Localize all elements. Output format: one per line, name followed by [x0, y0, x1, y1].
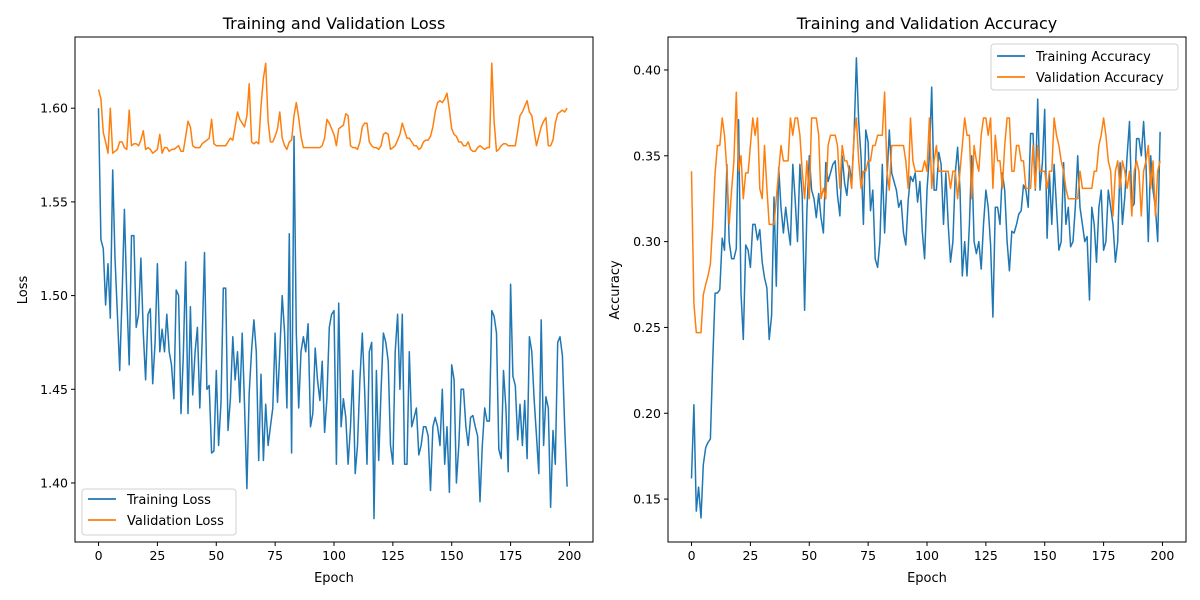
x-tick-label: 0 — [688, 548, 696, 563]
y-tick-label: 1.40 — [40, 475, 68, 490]
legend-label-validation-loss: Validation Loss — [127, 514, 224, 529]
x-tick-label: 100 — [322, 548, 346, 563]
y-tick-label: 1.55 — [40, 194, 68, 209]
x-tick-label: 25 — [149, 548, 165, 563]
series-line-training-loss — [97, 108, 568, 520]
y-tick-label: 0.40 — [633, 62, 661, 77]
accuracy-chart-ylabel: Accuracy — [608, 260, 623, 320]
loss-chart: Training and Validation Loss Epoch Loss … — [16, 14, 594, 586]
y-tick-label: 1.50 — [40, 288, 68, 303]
legend-label-training-accuracy: Training Accuracy — [1035, 50, 1151, 65]
x-tick-label: 125 — [974, 548, 998, 563]
loss-chart-xlabel: Epoch — [314, 571, 354, 586]
x-tick-label: 175 — [499, 548, 523, 563]
series-line-validation-loss — [97, 62, 568, 154]
x-tick-label: 75 — [860, 548, 876, 563]
x-tick-label: 200 — [1151, 548, 1175, 563]
legend-label-training-loss: Training Loss — [126, 493, 211, 508]
x-tick-label: 200 — [558, 548, 582, 563]
legend-label-validation-accuracy: Validation Accuracy — [1036, 71, 1164, 86]
y-tick-label: 0.30 — [633, 234, 661, 249]
y-tick-label: 0.20 — [633, 406, 661, 421]
x-tick-label: 50 — [208, 548, 224, 563]
y-tick-label: 1.45 — [40, 382, 68, 397]
series-line-training-accuracy — [690, 57, 1161, 519]
accuracy-chart-title: Training and Validation Accuracy — [796, 14, 1058, 33]
accuracy-chart: Training and Validation Accuracy Epoch A… — [608, 14, 1187, 586]
x-tick-label: 175 — [1092, 548, 1116, 563]
loss-legend: Training Loss Validation Loss — [81, 488, 237, 536]
accuracy-plot-area: 0 25 50 75 100 125 150 175 200 0.15 0.20 0.25 0.30 0.… — [633, 36, 1187, 563]
accuracy-legend: Training Accuracy Validation Accuracy — [990, 43, 1179, 91]
x-tick-label: 125 — [381, 548, 405, 563]
x-tick-label: 50 — [801, 548, 817, 563]
x-tick-label: 0 — [95, 548, 103, 563]
accuracy-chart-xlabel: Epoch — [907, 571, 947, 586]
x-tick-label: 150 — [440, 548, 464, 563]
x-tick-label: 150 — [1033, 548, 1057, 563]
y-tick-label: 0.35 — [633, 148, 661, 163]
x-tick-label: 25 — [742, 548, 758, 563]
series-line-validation-accuracy — [690, 91, 1161, 334]
loss-chart-ylabel: Loss — [16, 276, 31, 305]
loss-plot-area: 0 25 50 75 100 125 150 175 200 1.40 1.45 1.50 1.55 1.… — [40, 36, 594, 563]
y-tick-label: 0.15 — [633, 492, 661, 507]
y-tick-label: 0.25 — [633, 320, 661, 335]
loss-chart-title: Training and Validation Loss — [222, 14, 446, 33]
x-tick-label: 100 — [915, 548, 939, 563]
x-tick-label: 75 — [267, 548, 283, 563]
y-tick-label: 1.60 — [40, 101, 68, 116]
